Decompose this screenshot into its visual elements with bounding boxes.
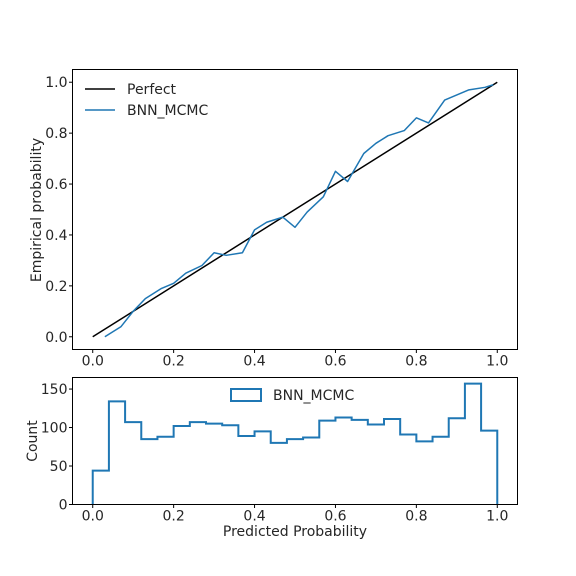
histogram-marks	[91, 382, 499, 505]
calibration-plot: 0.0 0.2 0.4 0.6 0.8 1.0 0.0 0.2 0.4 0.6 0.8 1.0 Emp…	[29, 69, 518, 370]
histogram-bin	[384, 419, 400, 504]
histogram-bin	[465, 384, 481, 505]
histogram-plot-frame	[72, 377, 518, 505]
legend-label: Perfect	[127, 82, 177, 98]
histogram-bin	[206, 424, 222, 505]
histogram-bin	[190, 422, 206, 504]
histogram-bin	[157, 437, 173, 505]
x-tick-label: 0.6	[324, 354, 346, 370]
histogram-bin	[109, 401, 125, 504]
x-tick-label: 1.0	[486, 354, 508, 370]
histogram-bin	[433, 437, 449, 505]
histogram-y-tick-label: 0	[59, 498, 68, 514]
histogram-x-tick-label: 0.0	[82, 509, 104, 525]
histogram-y-tick-label: 150	[41, 382, 68, 398]
y-tick-label: 0.8	[45, 126, 67, 142]
histogram-bin	[141, 439, 157, 504]
histogram-bin	[93, 471, 109, 505]
y-tick-label: 0.4	[45, 228, 67, 244]
histogram-x-tick-label: 0.8	[405, 509, 427, 525]
y-tick-label: 1.0	[45, 75, 67, 91]
calibration-marks	[92, 81, 498, 338]
histogram-x-axis-title: Predicted Probability	[223, 524, 367, 540]
x-tick-label: 0.2	[163, 354, 185, 370]
calibration-legend: Perfect BNN_MCMC	[85, 82, 208, 119]
histogram-x-tick-label: 0.4	[243, 509, 265, 525]
histogram-bin	[174, 426, 190, 505]
histogram-bin	[303, 438, 319, 505]
series-line-perfect	[92, 81, 498, 338]
histogram-bin	[368, 424, 384, 504]
histogram-bin	[416, 441, 432, 504]
histogram-ticks: 0.0 0.2 0.4 0.6 0.8 1.0 0 50 100 150	[41, 382, 509, 524]
calibration-plot-frame	[72, 69, 518, 350]
y-tick-label: 0.6	[45, 177, 67, 193]
histogram-bin	[125, 422, 141, 504]
histogram-x-tick-label: 0.6	[324, 509, 346, 525]
x-tick-label: 0.8	[405, 354, 427, 370]
histogram-legend-label: BNN_MCMC	[273, 388, 354, 404]
histogram-legend-swatch	[230, 388, 262, 402]
series-line-bnn-mcmc	[104, 84, 494, 338]
histogram-bin	[481, 431, 497, 505]
calibration-ticks: 0.0 0.2 0.4 0.6 0.8 1.0 0.0 0.2 0.4 0.6 0.8 1.0	[45, 75, 508, 369]
histogram-bin	[319, 421, 335, 505]
histogram-x-tick-label: 1.0	[486, 509, 508, 525]
histogram-bin	[271, 443, 287, 505]
histogram-step-outline	[91, 382, 499, 505]
histogram-bin	[449, 418, 465, 504]
histogram-bin	[352, 420, 368, 505]
legend-label: BNN_MCMC	[127, 103, 208, 119]
x-tick-label: 0.0	[82, 354, 104, 370]
histogram-bin	[255, 431, 271, 504]
histogram-x-tick-label: 0.2	[163, 509, 185, 525]
histogram-y-tick-label: 100	[41, 421, 68, 437]
histogram-legend: BNN_MCMC	[230, 388, 354, 404]
x-tick-label: 0.4	[243, 354, 265, 370]
histogram-bin	[400, 434, 416, 504]
y-axis-title: Empirical probability	[29, 138, 45, 282]
histogram-bin	[287, 439, 303, 504]
histogram-bin	[222, 425, 238, 504]
y-tick-label: 0.0	[45, 330, 67, 346]
histogram-y-tick-label: 50	[50, 459, 68, 475]
histogram-bin	[238, 436, 254, 505]
y-tick-label: 0.2	[45, 279, 67, 295]
histogram-y-axis-title: Count	[25, 420, 41, 462]
histogram-bin	[335, 418, 351, 505]
histogram-plot: 0.0 0.2 0.4 0.6 0.8 1.0 0 50 100 150 Count Predic…	[25, 377, 518, 540]
